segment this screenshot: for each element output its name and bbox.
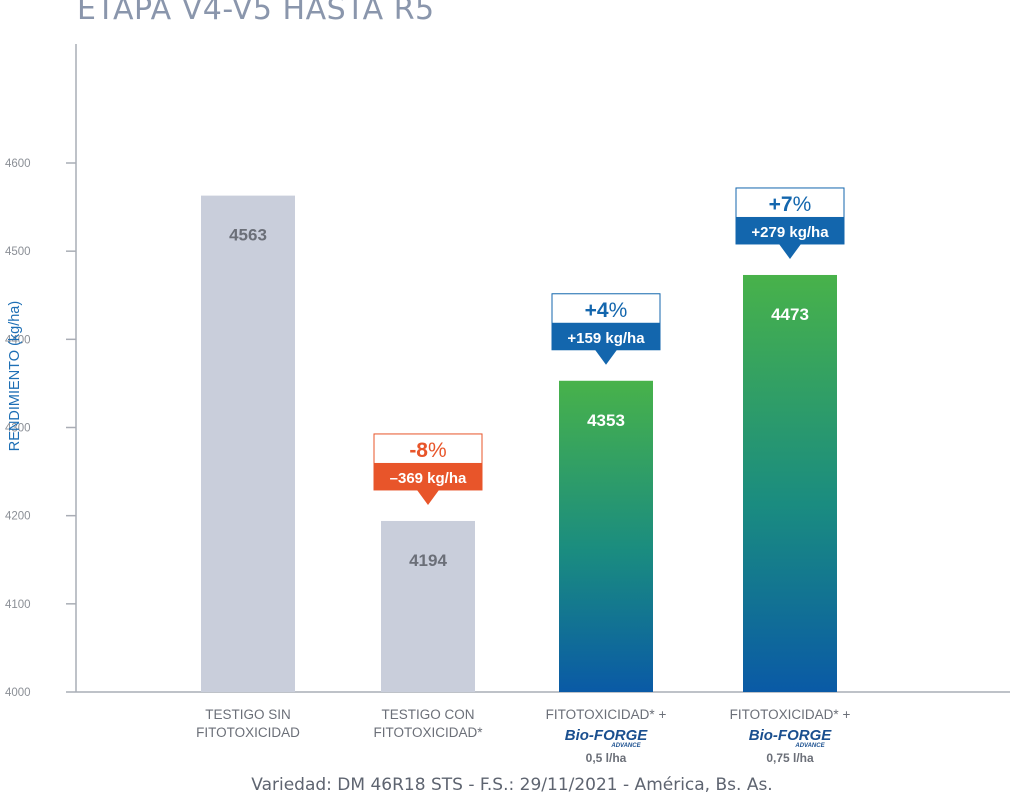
change-callout: -8% –369 kg/ha (373, 433, 483, 505)
category-label: TESTIGO SIN (205, 707, 291, 722)
category-label: FITOTOXICIDAD (196, 725, 300, 740)
change-callout: +7% +279 kg/ha (735, 187, 845, 259)
dose-label: 0,5 l/ha (586, 751, 627, 765)
bio-forge-logo-sub: ADVANCE (610, 743, 641, 749)
bar (559, 380, 653, 692)
bar-value-label: 4353 (587, 411, 625, 430)
axes: 4000 4100 4200 4300 4400 4500 4600 RENDIMIENTO … (5, 44, 1010, 699)
dose-label: 0,75 l/ha (766, 751, 814, 765)
y-tick-label: 4200 (5, 511, 31, 523)
bar-value-label: 4563 (229, 226, 267, 245)
footer-caption: Variedad: DM 46R18 STS - F.S.: 29/11/202… (251, 775, 773, 795)
y-tick-label: 4000 (5, 687, 31, 699)
callout-kg-change: +279 kg/ha (751, 224, 829, 241)
callout-percent: +7% (769, 193, 812, 216)
callout-kg-change: –369 kg/ha (390, 470, 467, 487)
bio-forge-logo-sub: ADVANCE (794, 743, 825, 749)
bars: 4563 4194 -8% –369 kg/ha 4353 +4% +159 kg/ha 44… (201, 187, 845, 692)
callout-pointer (595, 349, 617, 365)
bar-value-label: 4194 (409, 551, 447, 570)
callout-percent: -8% (409, 439, 446, 462)
bio-forge-logo: Bio-FORGE (749, 727, 832, 744)
category-label: FITOTOXICIDAD* + (730, 707, 851, 722)
bar-value-label: 4473 (771, 305, 809, 324)
callout-band (374, 462, 482, 490)
chart-title: ETAPA V4-V5 HASTA R5 (77, 0, 435, 27)
y-tick-label: 4600 (5, 158, 31, 170)
callout-kg-change: +159 kg/ha (567, 330, 645, 347)
category-label: FITOTOXICIDAD* + (546, 707, 667, 722)
bar (381, 520, 475, 692)
category-label: FITOTOXICIDAD* (373, 725, 483, 740)
bar (743, 274, 837, 692)
callout-pointer (779, 243, 801, 259)
category-label: TESTIGO CON (381, 707, 474, 722)
y-axis-label: RENDIMIENTO (kg/ha) (7, 301, 23, 451)
bar-chart: 4000 4100 4200 4300 4400 4500 4600 RENDIMIENTO … (5, 44, 1010, 765)
y-tick-label: 4100 (5, 599, 31, 611)
callout-band (552, 322, 660, 350)
callout-pointer (417, 489, 439, 505)
category-labels: TESTIGO SIN FITOTOXICIDAD TESTIGO CON FITOT… (196, 707, 850, 765)
y-tick-label: 4300 (5, 423, 31, 435)
callout-percent: +4% (585, 299, 628, 322)
bio-forge-logo: Bio-FORGE (565, 727, 648, 744)
y-tick-label: 4500 (5, 246, 31, 258)
bar (201, 195, 295, 692)
y-tick-label: 4400 (5, 334, 31, 346)
change-callout: +4% +159 kg/ha (551, 293, 661, 365)
callout-band (736, 216, 844, 244)
